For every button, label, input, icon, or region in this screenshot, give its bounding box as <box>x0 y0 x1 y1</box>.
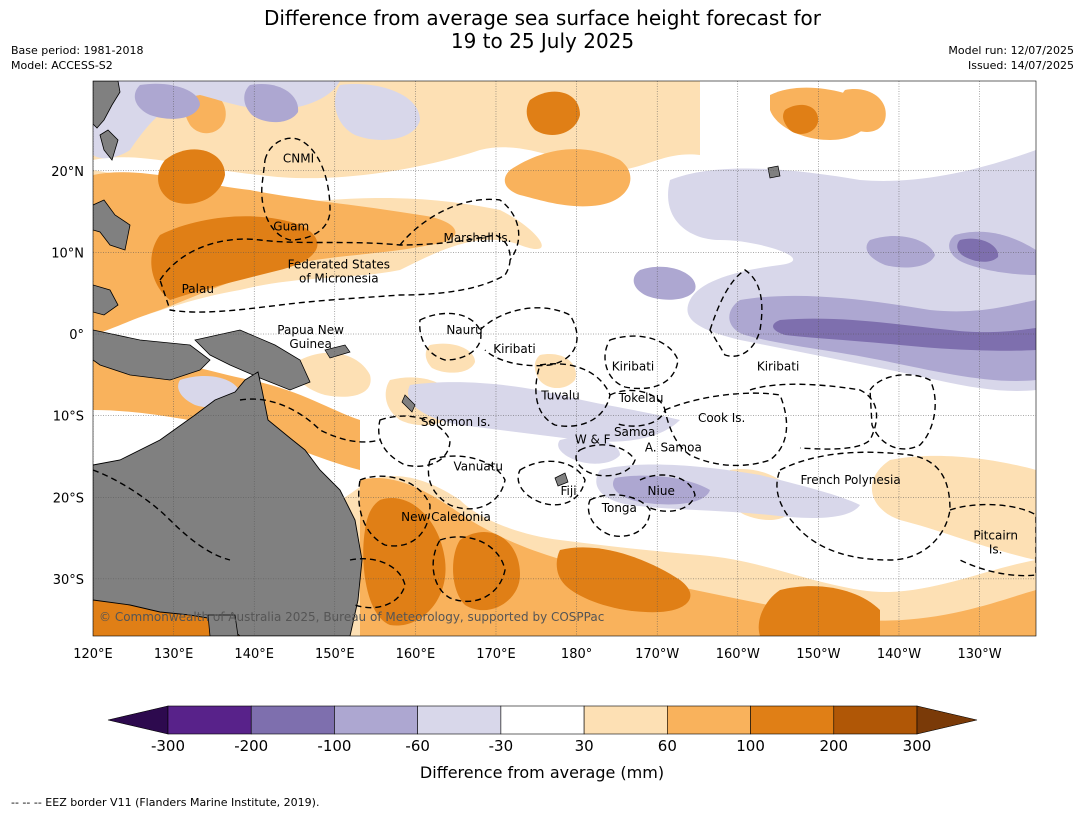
axis-labels: 120°E 130°E 140°E 150°E 160°E 170°E 180° 170°W 1… <box>51 165 1002 662</box>
region-label: Guinea <box>289 337 332 351</box>
region-label: CNMI <box>283 152 314 166</box>
region-label: W & F <box>575 432 611 446</box>
land-masses <box>93 81 781 636</box>
lon-tick-label: 160°E <box>396 647 436 662</box>
lon-tick-label: 150°E <box>315 647 355 662</box>
colorbar-label: Difference from average (mm) <box>420 763 664 782</box>
issued-date: Issued: 14/07/2025 <box>967 59 1074 72</box>
lon-tick-label: 180° <box>561 647 592 662</box>
region-label: Tuvalu <box>540 388 580 402</box>
colorbar-tick-label: 60 <box>658 737 677 755</box>
colorbar: -300 -200 -100 -60 -30 30 60 100 200 300 <box>107 705 978 755</box>
lat-tick-label: 20°N <box>51 165 84 180</box>
map-frame <box>92 80 1037 637</box>
model-run: Model run: 12/07/2025 <box>948 44 1074 57</box>
region-label: Kiribati <box>612 360 654 374</box>
colorbar-segment <box>833 705 918 735</box>
region-label: Cook Is. <box>698 411 745 425</box>
model-name: Model: ACCESS-S2 <box>11 59 113 72</box>
colorbar-tick-label: 30 <box>575 737 594 755</box>
region-label: Solomon Is. <box>421 415 491 429</box>
colorbar-segment <box>250 705 335 735</box>
region-label: Nauru <box>446 323 482 337</box>
region-label: Is. <box>989 543 1003 557</box>
lon-tick-label: 170°E <box>476 647 516 662</box>
colorbar-tick-label: 100 <box>736 737 765 755</box>
region-label: Tokelau <box>618 391 664 405</box>
region-label: Guam <box>273 219 309 233</box>
chart-title: Difference from average sea surface heig… <box>0 7 1085 53</box>
lon-tick-label: 140°W <box>877 647 921 662</box>
colorbar-extend-min <box>107 705 169 735</box>
region-label: Marshall Is. <box>443 231 511 245</box>
copyright-notice: © Commonwealth of Australia 2025, Bureau… <box>99 610 604 624</box>
footer-legend: -- -- -- EEZ border V11 (Flanders Marine… <box>11 796 320 809</box>
colorbar-extend-max <box>916 705 978 735</box>
colorbar-segment <box>583 705 668 735</box>
lon-tick-label: 130°E <box>154 647 194 662</box>
lat-tick-label: 10°N <box>51 246 84 261</box>
region-label: of Micronesia <box>299 272 379 286</box>
region-label: Federated States <box>288 258 390 272</box>
base-period: Base period: 1981-2018 <box>11 44 144 57</box>
region-label: Tonga <box>601 501 637 515</box>
region-label: Palau <box>182 282 214 296</box>
colorbar-tick-label: -300 <box>151 737 185 755</box>
colorbar-tick-label: -30 <box>489 737 514 755</box>
lon-tick-label: 130°W <box>957 647 1001 662</box>
colorbar-segment <box>500 705 585 735</box>
region-label: New Caledonia <box>401 510 491 524</box>
colorbar-tick-label: -100 <box>317 737 351 755</box>
lat-tick-label: 0° <box>69 328 84 343</box>
lon-tick-label: 170°W <box>635 647 679 662</box>
lon-tick-label: 120°E <box>73 647 113 662</box>
colorbar-segment <box>750 705 835 735</box>
region-label: Fiji <box>561 484 577 498</box>
lat-tick-label: 20°S <box>53 491 84 506</box>
colorbar-tick-label: 200 <box>819 737 848 755</box>
colorbar-tick-label: 300 <box>903 737 932 755</box>
region-label: Samoa <box>614 425 655 439</box>
eez-borders <box>93 137 1036 609</box>
region-label: French Polynesia <box>801 473 901 487</box>
graticule <box>93 81 1036 636</box>
colorbar-segment <box>417 705 502 735</box>
meta-right: Model run: 12/07/2025 Issued: 14/07/2025 <box>948 43 1074 73</box>
colorbar-segment <box>167 705 252 735</box>
region-label: Niue <box>648 484 675 498</box>
lat-tick-label: 30°S <box>53 573 84 588</box>
meta-left: Base period: 1981-2018 Model: ACCESS-S2 <box>11 43 143 73</box>
region-label: Papua New <box>277 323 344 337</box>
colorbar-tick-label: -200 <box>234 737 268 755</box>
lat-tick-label: 10°S <box>53 410 84 425</box>
title-line-2: 19 to 25 July 2025 <box>450 29 635 53</box>
colorbar-segment <box>667 705 751 735</box>
region-label: Vanuatu <box>454 459 504 473</box>
lon-tick-label: 150°W <box>796 647 840 662</box>
colorbar-segment <box>334 705 418 735</box>
lon-tick-label: 140°E <box>234 647 274 662</box>
colorbar-tick-label: -60 <box>405 737 430 755</box>
region-label: Kiribati <box>493 342 535 356</box>
region-label: Kiribati <box>757 360 799 374</box>
lon-tick-label: 160°W <box>716 647 760 662</box>
region-label: Pitcairn <box>973 529 1018 543</box>
title-line-1: Difference from average sea surface heig… <box>263 6 822 30</box>
region-label: A. Samoa <box>645 441 702 455</box>
